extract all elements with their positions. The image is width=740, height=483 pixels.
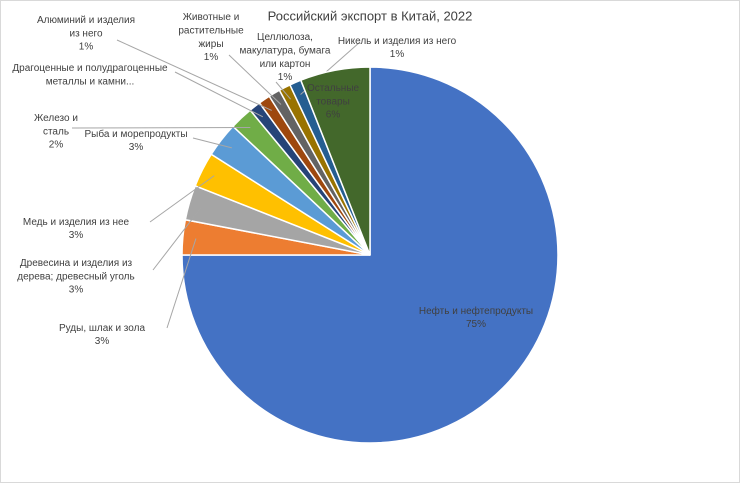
pie-slice [299,66,371,256]
data-label: Животные и растительные жиры [178,12,244,50]
value-label: 3% [129,142,144,153]
data-label: Рыба и морепродукты [84,128,187,140]
leader-line [174,71,264,118]
leader-line [275,81,292,100]
leader-line [149,175,215,223]
data-label: Руды, шлак и зола [59,323,146,334]
chart-title: Российский экспорт в Китай, 2022 [268,8,473,23]
data-label: Драгоценные и полудрагоценные металлы и к… [12,63,168,88]
value-label: 1% [278,72,293,83]
value-label: 2% [49,140,64,151]
value-label: 3% [95,336,110,347]
leader-line [228,54,282,105]
data-label: Остальные товары [307,83,360,108]
value-label: 1% [79,42,94,53]
value-label: 6% [326,110,341,121]
leader-line [166,238,197,329]
data-label: Никель и изделия из него [338,36,457,47]
data-label: Железо и сталь [34,113,78,138]
value-label: 3% [69,230,84,241]
data-label: Нефть и нефтепродукты [419,305,533,317]
data-label: Древесина и изделия из дерева; древесный … [17,258,134,283]
value-label: 75% [466,319,486,330]
leader-line [116,39,272,111]
leader-line [192,137,232,149]
data-label: Медь и изделия из нее [23,217,130,228]
value-label: 3% [69,285,84,296]
leader-line [152,205,203,271]
value-label: 1% [390,49,405,60]
data-label: Алюминий и изделия из него [37,15,135,40]
data-label: Целлюлоза, макулатура, бумага или картон [240,32,331,70]
value-label: 1% [204,52,219,63]
